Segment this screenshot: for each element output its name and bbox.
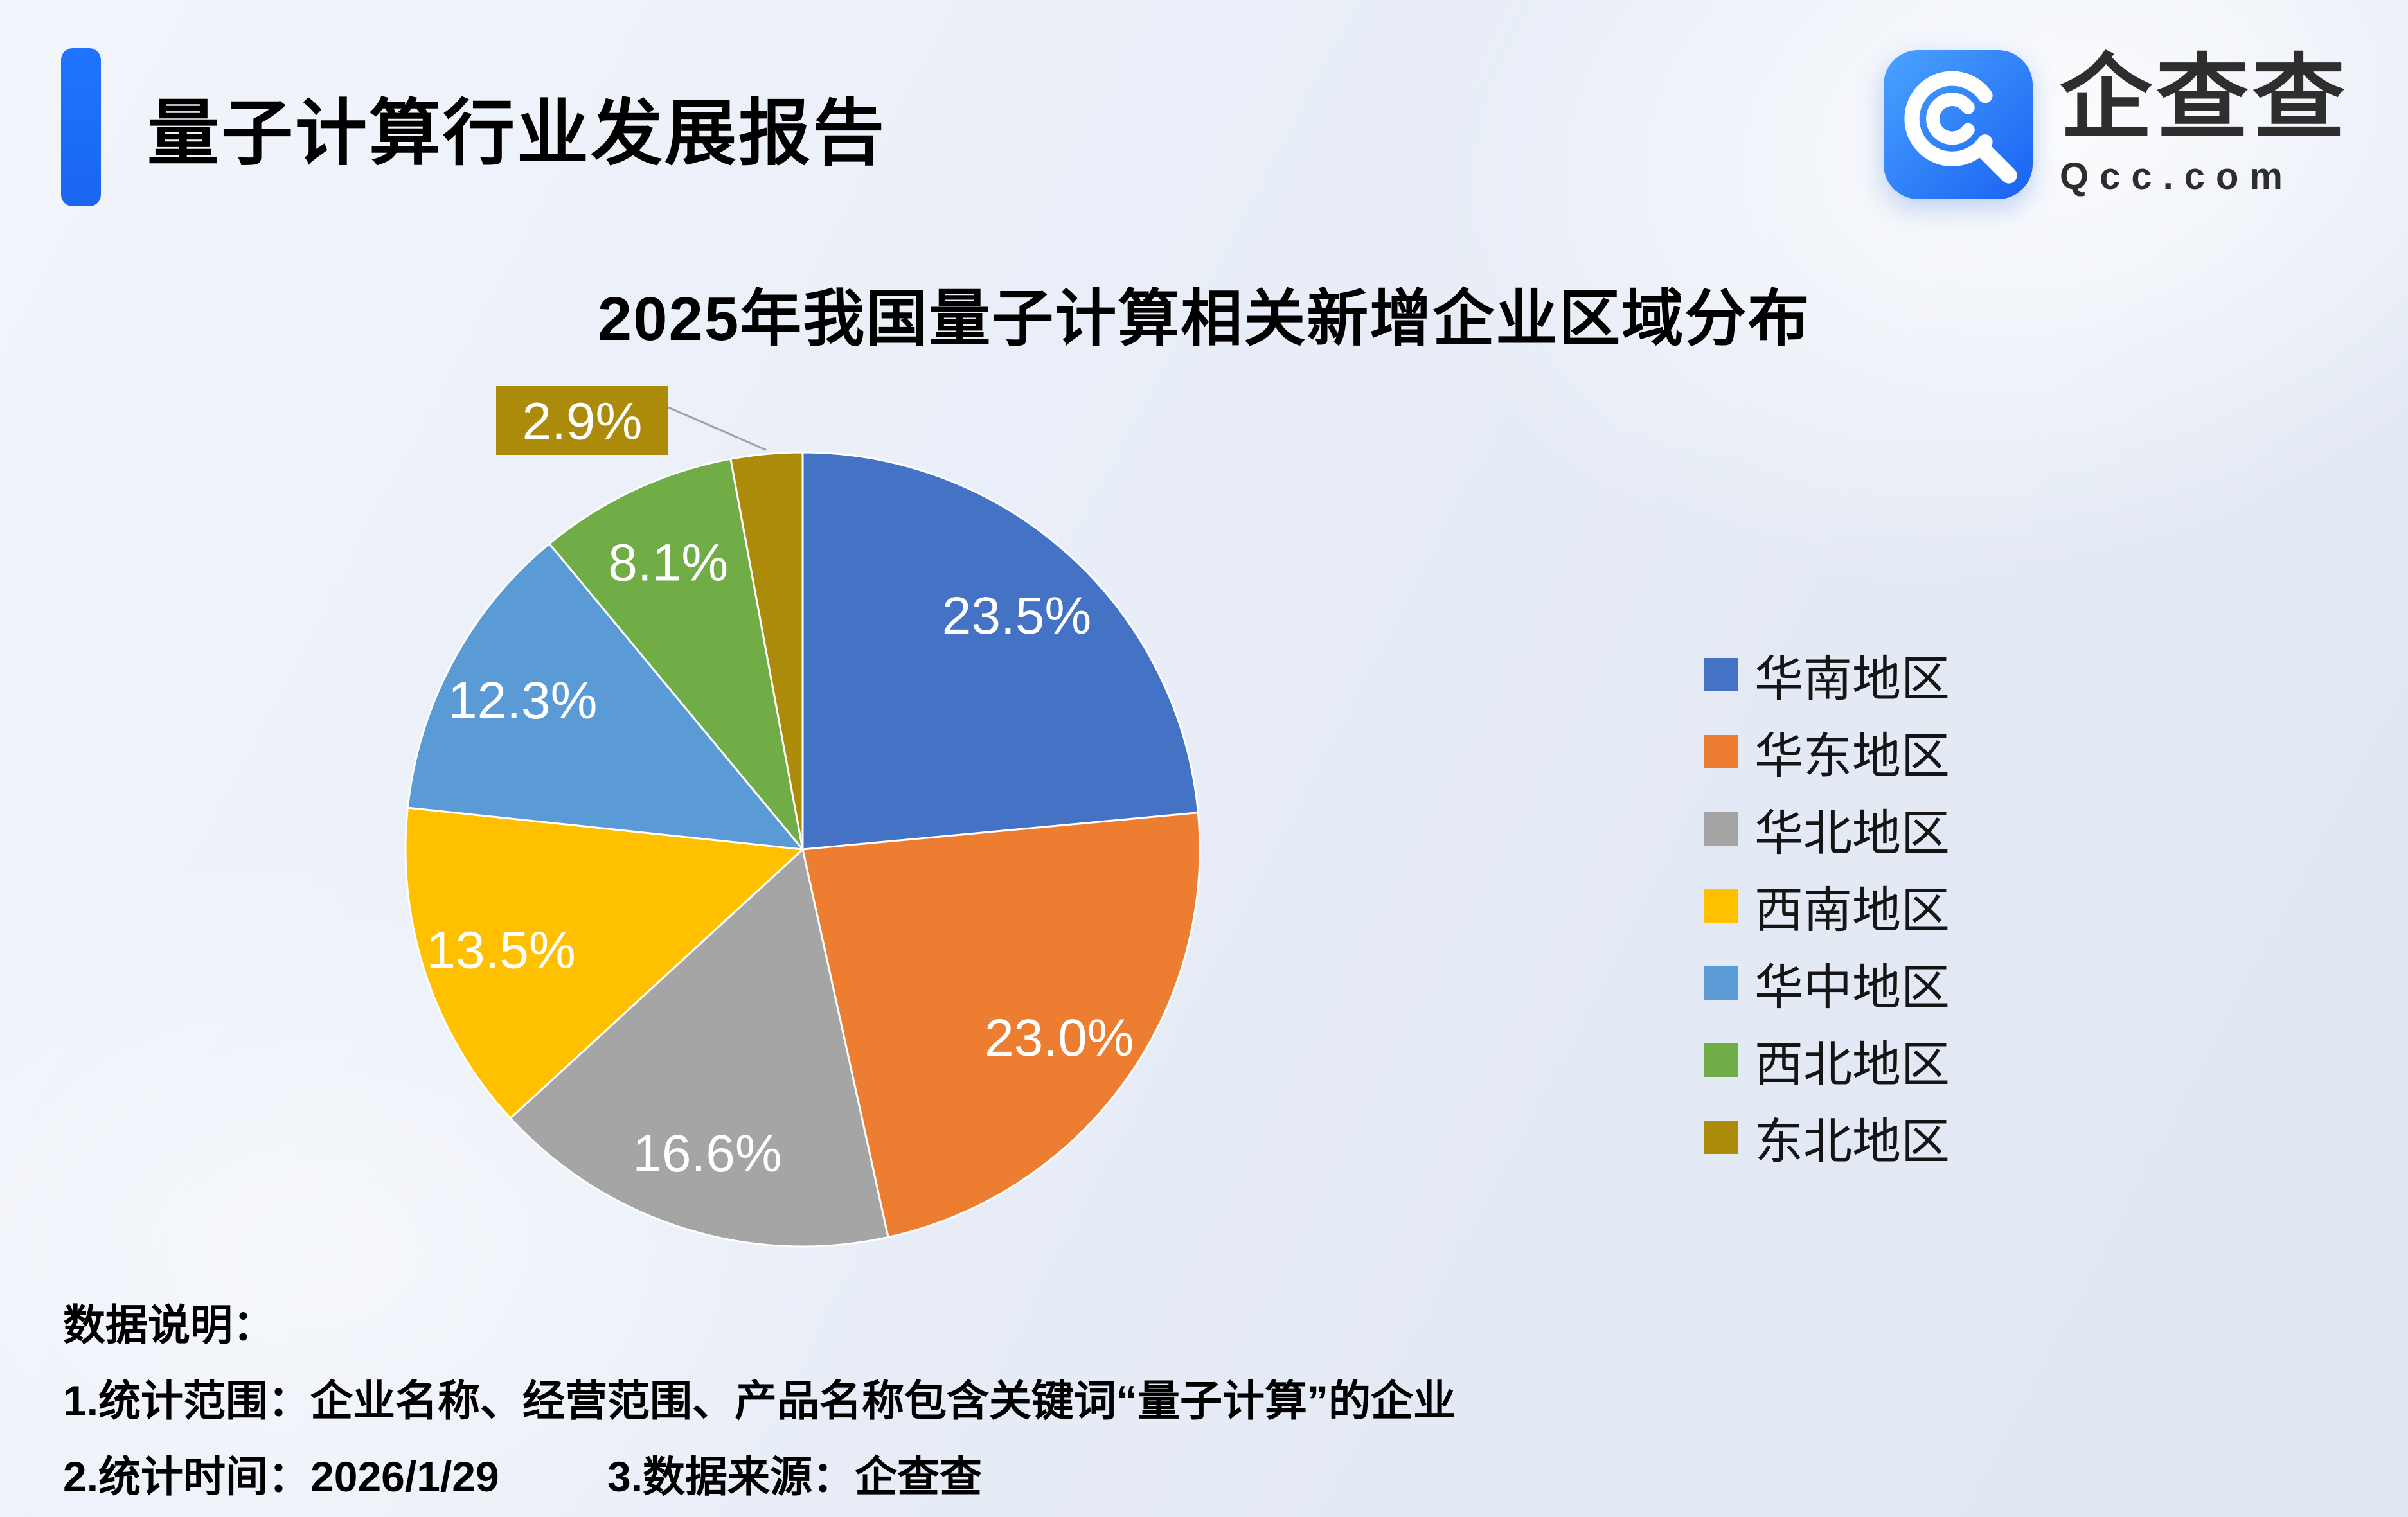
legend-swatch	[1704, 1043, 1738, 1077]
title-accent-bar	[61, 48, 101, 206]
note-data-source: 3.数据来源：企查查	[607, 1452, 983, 1500]
legend-swatch	[1704, 658, 1738, 691]
legend: 华南地区华东地区华北地区西南地区华中地区西北地区东北地区	[1704, 649, 1950, 1169]
legend-label: 西南地区	[1754, 883, 1950, 938]
note-line-scope: 1.统计范围：企业名称、经营范围、产品名称包含关键词“量子计算”的企业	[63, 1376, 1456, 1424]
logo-domain-text: Qcc.com	[2059, 155, 2294, 197]
pie-value-label-华东地区: 23.0%	[985, 1009, 1134, 1067]
note-stat-time: 2.统计时间：2026/1/29	[63, 1452, 499, 1500]
legend-item-华中地区: 华中地区	[1704, 957, 1950, 1015]
chart-title: 2025年我国量子计算相关新增企业区域分布	[597, 285, 1811, 353]
legend-swatch	[1704, 1121, 1738, 1154]
legend-label: 华北地区	[1754, 806, 1950, 861]
header: 量子计算行业发展报告	[61, 48, 886, 206]
data-notes: 数据说明： 1.统计范围：企业名称、经营范围、产品名称包含关键词“量子计算”的企…	[63, 1301, 1456, 1502]
pie-value-label-西北地区: 8.1%	[608, 534, 728, 592]
pie-slice-华东地区	[801, 812, 1201, 1239]
legend-swatch	[1704, 889, 1738, 923]
logo-brand-text: 企查查	[2059, 46, 2349, 150]
pie-slice-西北地区	[548, 457, 804, 851]
pie-slice-东北地区	[729, 451, 804, 851]
pie-value-label-华南地区: 23.5%	[942, 587, 1092, 645]
legend-swatch	[1704, 966, 1738, 1000]
notes-heading: 数据说明：	[63, 1301, 275, 1349]
legend-swatch	[1704, 812, 1738, 846]
qcc-logo: 企查查 Qcc.com	[1883, 46, 2349, 199]
pie-slice-华南地区	[801, 451, 1199, 851]
legend-item-华东地区: 华东地区	[1704, 726, 1950, 784]
pie-slice-华中地区	[406, 542, 804, 851]
logo-text-block: 企查查 Qcc.com	[2059, 46, 2349, 198]
legend-item-东北地区: 东北地区	[1704, 1112, 1950, 1169]
legend-label: 西北地区	[1754, 1038, 1950, 1092]
callout-leader-line	[668, 406, 767, 451]
callout-box	[496, 386, 668, 455]
legend-label: 华南地区	[1754, 652, 1950, 707]
legend-item-西南地区: 西南地区	[1704, 880, 1950, 938]
page-title: 量子计算行业发展报告	[147, 93, 886, 173]
legend-label: 东北地区	[1754, 1115, 1950, 1169]
legend-label: 华东地区	[1754, 729, 1950, 784]
qcc-logo-icon	[1883, 50, 2033, 199]
legend-item-华北地区: 华北地区	[1704, 803, 1950, 861]
pie-value-label-华中地区: 12.3%	[448, 671, 598, 730]
pie-value-label-西南地区: 13.5%	[426, 921, 576, 980]
legend-item-华南地区: 华南地区	[1704, 649, 1950, 707]
legend-label: 华中地区	[1754, 961, 1950, 1015]
callout-label-东北地区: 2.9%	[522, 393, 643, 451]
legend-swatch	[1704, 735, 1738, 768]
pie-value-label-华北地区: 16.6%	[632, 1124, 782, 1183]
note-line-time-source: 2.统计时间：2026/1/29 3.数据来源：企查查	[63, 1453, 1456, 1502]
legend-item-西北地区: 西北地区	[1704, 1034, 1950, 1092]
